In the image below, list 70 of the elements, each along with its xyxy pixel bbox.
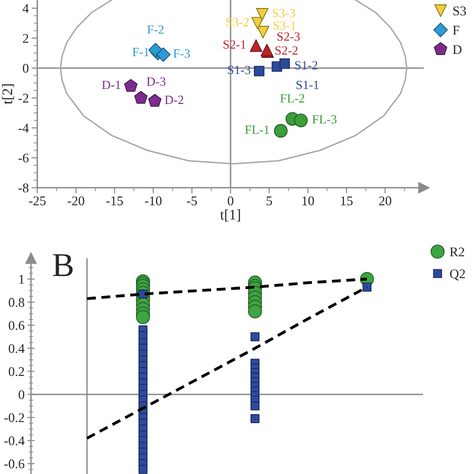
annotation: F-1 [132, 48, 149, 56]
x-tick-label: -5 [186, 196, 197, 206]
legend-label: F [452, 26, 460, 35]
point [250, 414, 260, 424]
annotation: S2-1 [224, 40, 246, 49]
annotation: S1-2 [295, 61, 318, 70]
point [274, 124, 288, 138]
point [124, 78, 138, 92]
y-tick-label: 0.6 [8, 321, 24, 330]
x-tick-label: 15 [341, 196, 353, 206]
point [254, 66, 264, 76]
y-tick-label: 4 [22, 4, 29, 13]
point [250, 401, 260, 410]
y-tick-label: 0.8 [8, 298, 24, 307]
x-axis-title: t[1] [220, 209, 240, 222]
y-tick-label: 0 [18, 390, 24, 400]
line-series [60, 0, 408, 164]
y-tick-label: -0.6 [4, 459, 24, 468]
point [138, 464, 148, 474]
y-tick-label: -6 [18, 154, 29, 162]
point [134, 90, 148, 104]
point [248, 304, 262, 318]
x-tick-label: -20 [68, 196, 84, 206]
point [156, 47, 171, 62]
y-tick-label: -0.4 [4, 436, 25, 446]
y-tick-label: 0.2 [8, 367, 24, 376]
point [362, 282, 372, 292]
annotation: S2-3 [277, 32, 300, 41]
annotation: F-2 [147, 25, 164, 34]
annotation: S3-3 [272, 8, 296, 18]
x-tick-label: 0 [228, 196, 234, 206]
x-tick-label: -25 [28, 196, 46, 206]
legend-label: S3 [453, 6, 466, 16]
annotation: D-3 [146, 77, 166, 86]
point [136, 310, 150, 324]
y-tick-label: -0.2 [4, 413, 24, 422]
annotation: B [52, 254, 73, 276]
y-tick-label: -2 [18, 94, 28, 103]
x-tick-label: 20 [379, 196, 392, 206]
annotation: D-2 [164, 96, 184, 104]
point [148, 94, 162, 107]
y-tick-label: 0 [22, 64, 28, 73]
legend-label: R2 [450, 248, 464, 256]
annotation: S1-1 [296, 80, 319, 90]
legend-label: D [452, 45, 462, 54]
annotation: F-3 [173, 49, 190, 58]
x-tick-label: 10 [302, 196, 314, 206]
x-tick-label: -10 [144, 196, 162, 206]
y-tick-label: -4 [18, 124, 29, 132]
y-tick-label: 2 [22, 34, 28, 43]
point [256, 26, 270, 38]
annotation: S2-2 [275, 46, 298, 55]
point [250, 332, 260, 342]
x-tick-label: -15 [106, 196, 123, 206]
y-tick-label: 0.4 [8, 344, 25, 354]
annotation: D-1 [102, 80, 120, 90]
annotation: S1-3 [228, 66, 250, 74]
point [250, 39, 262, 52]
point [256, 8, 268, 20]
y-tick-label: -8 [18, 184, 28, 192]
point [279, 58, 290, 69]
point [294, 114, 308, 128]
annotation: FL-1 [245, 126, 269, 134]
legend-label: Q2 [450, 269, 465, 280]
x-tick-label: 5 [266, 196, 272, 206]
y-axis-title: t[2] [2, 84, 14, 104]
annotation: FL-2 [280, 94, 304, 102]
annotation: FL-3 [312, 115, 337, 124]
annotation: S3-1 [274, 21, 296, 30]
y-tick-label: 1 [19, 274, 24, 284]
